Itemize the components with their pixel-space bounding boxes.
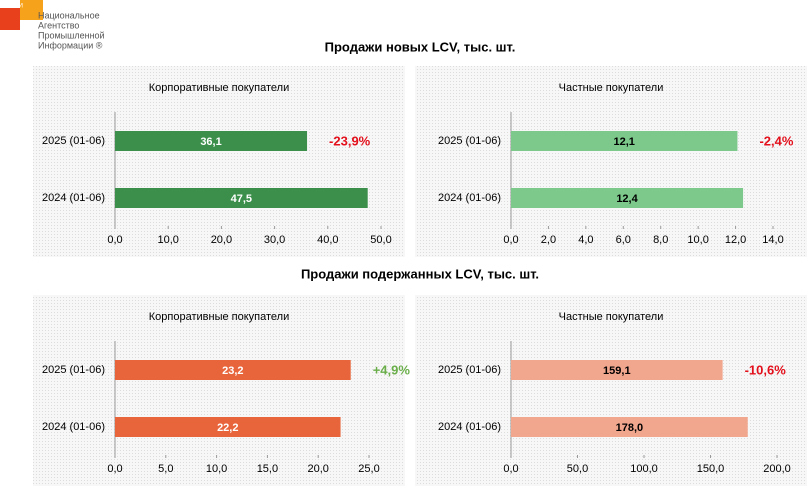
chart-title: Частные покупатели <box>559 311 664 323</box>
annotation: -23,9% <box>329 133 371 148</box>
panel <box>33 66 405 257</box>
bar <box>511 188 744 208</box>
x-tick-label: 6,0 <box>616 234 631 246</box>
value-label: 12,4 <box>616 193 638 205</box>
panel <box>415 66 807 257</box>
x-tick-label: 200,0 <box>763 463 791 475</box>
x-tick-label: 2,0 <box>541 234 556 246</box>
value-label: 23,2 <box>222 365 243 377</box>
x-tick-label: 12,0 <box>725 234 746 246</box>
panel <box>33 295 405 486</box>
y-tick-label: 2024 (01-06) <box>42 421 105 433</box>
y-tick-label: 2024 (01-06) <box>42 192 105 204</box>
x-tick-label: 150,0 <box>697 463 725 475</box>
x-tick-label: 4,0 <box>578 234 593 246</box>
x-tick-label: 30,0 <box>264 234 285 246</box>
x-tick-label: 0,0 <box>107 234 122 246</box>
bar <box>511 417 748 437</box>
logo-text: Промышленной <box>38 30 105 40</box>
value-label: 47,5 <box>231 193 252 205</box>
value-label: 36,1 <box>200 136 221 148</box>
y-tick-label: 2025 (01-06) <box>438 364 501 376</box>
y-tick-label: 2025 (01-06) <box>42 364 105 376</box>
annotation: +4,9% <box>373 362 411 377</box>
x-tick-label: 0,0 <box>503 463 518 475</box>
value-label: 22,2 <box>217 422 238 434</box>
x-tick-label: 0,0 <box>107 463 122 475</box>
x-tick-label: 100,0 <box>630 463 658 475</box>
y-tick-label: 2025 (01-06) <box>42 135 105 147</box>
section-title: Продажи новых LCV, тыс. шт. <box>325 39 516 54</box>
x-tick-label: 15,0 <box>257 463 278 475</box>
y-tick-label: 2025 (01-06) <box>438 135 501 147</box>
x-tick-label: 5,0 <box>158 463 173 475</box>
x-tick-label: 10,0 <box>687 234 708 246</box>
section-title: Продажи подержанных LCV, тыс. шт. <box>301 266 539 281</box>
chart-title: Корпоративные покупатели <box>149 311 289 323</box>
bar <box>511 360 723 380</box>
value-label: 12,1 <box>614 136 635 148</box>
chart-title: Частные покупатели <box>559 82 664 94</box>
logo-text: Агентство <box>38 20 79 30</box>
x-tick-label: 25,0 <box>358 463 379 475</box>
x-tick-label: 50,0 <box>567 463 588 475</box>
bar <box>511 131 738 151</box>
logo-block <box>0 8 20 30</box>
value-label: 159,1 <box>603 365 631 377</box>
bar <box>115 360 351 380</box>
logo-small: НАПИ <box>6 4 23 10</box>
annotation: -2,4% <box>759 133 793 148</box>
logo-text: Национальное <box>38 10 100 20</box>
x-tick-label: 10,0 <box>157 234 178 246</box>
logo-block <box>20 0 43 20</box>
bar <box>115 188 368 208</box>
y-tick-label: 2024 (01-06) <box>438 192 501 204</box>
bar <box>115 417 341 437</box>
x-tick-label: 8,0 <box>653 234 668 246</box>
annotation: -10,6% <box>745 362 787 377</box>
x-tick-label: 0,0 <box>503 234 518 246</box>
x-tick-label: 10,0 <box>206 463 227 475</box>
bar <box>115 131 308 151</box>
x-tick-label: 50,0 <box>370 234 391 246</box>
x-tick-label: 20,0 <box>211 234 232 246</box>
x-tick-label: 14,0 <box>762 234 783 246</box>
y-tick-label: 2024 (01-06) <box>438 421 501 433</box>
chart-title: Корпоративные покупатели <box>149 82 289 94</box>
value-label: 178,0 <box>616 422 644 434</box>
x-tick-label: 20,0 <box>307 463 328 475</box>
panel <box>415 295 807 486</box>
logo-text: Информации ® <box>38 40 103 50</box>
x-tick-label: 40,0 <box>317 234 338 246</box>
